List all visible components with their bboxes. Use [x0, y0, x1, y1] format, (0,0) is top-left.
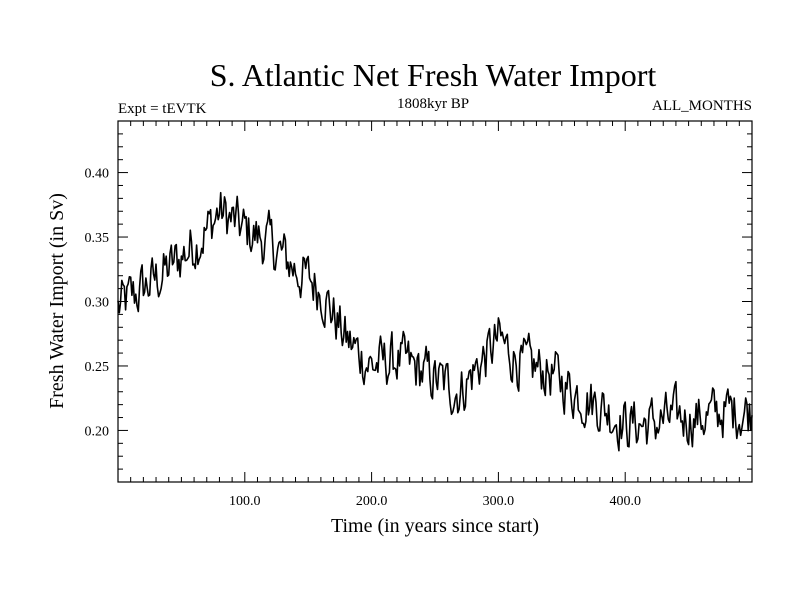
y-tick-label: 0.30	[85, 296, 110, 311]
x-tick-label: 200.0	[356, 494, 388, 509]
epoch-label: 1808kyr BP	[397, 96, 469, 112]
x-axis-label: Time (in years since start)	[331, 515, 539, 537]
months-label: ALL_MONTHS	[652, 98, 752, 114]
y-axis-label: Fresh Water Import (in Sv)	[46, 193, 68, 409]
x-tick-label: 100.0	[229, 494, 261, 509]
y-tick-label: 0.25	[85, 360, 110, 375]
x-tick-label: 300.0	[483, 494, 515, 509]
y-tick-label: 0.40	[85, 167, 110, 182]
x-tick-label: 400.0	[609, 494, 641, 509]
experiment-label: Expt = tEVTK	[118, 101, 207, 117]
chart-title: S. Atlantic Net Fresh Water Import	[210, 57, 657, 93]
series-line	[117, 191, 753, 452]
axis-ticks: 100.0 200.0 300.0 400.0 0.20 0.25 0.30 0.35 0.40	[85, 121, 752, 509]
y-tick-label: 0.35	[85, 231, 110, 246]
y-tick-label: 0.20	[85, 424, 110, 439]
